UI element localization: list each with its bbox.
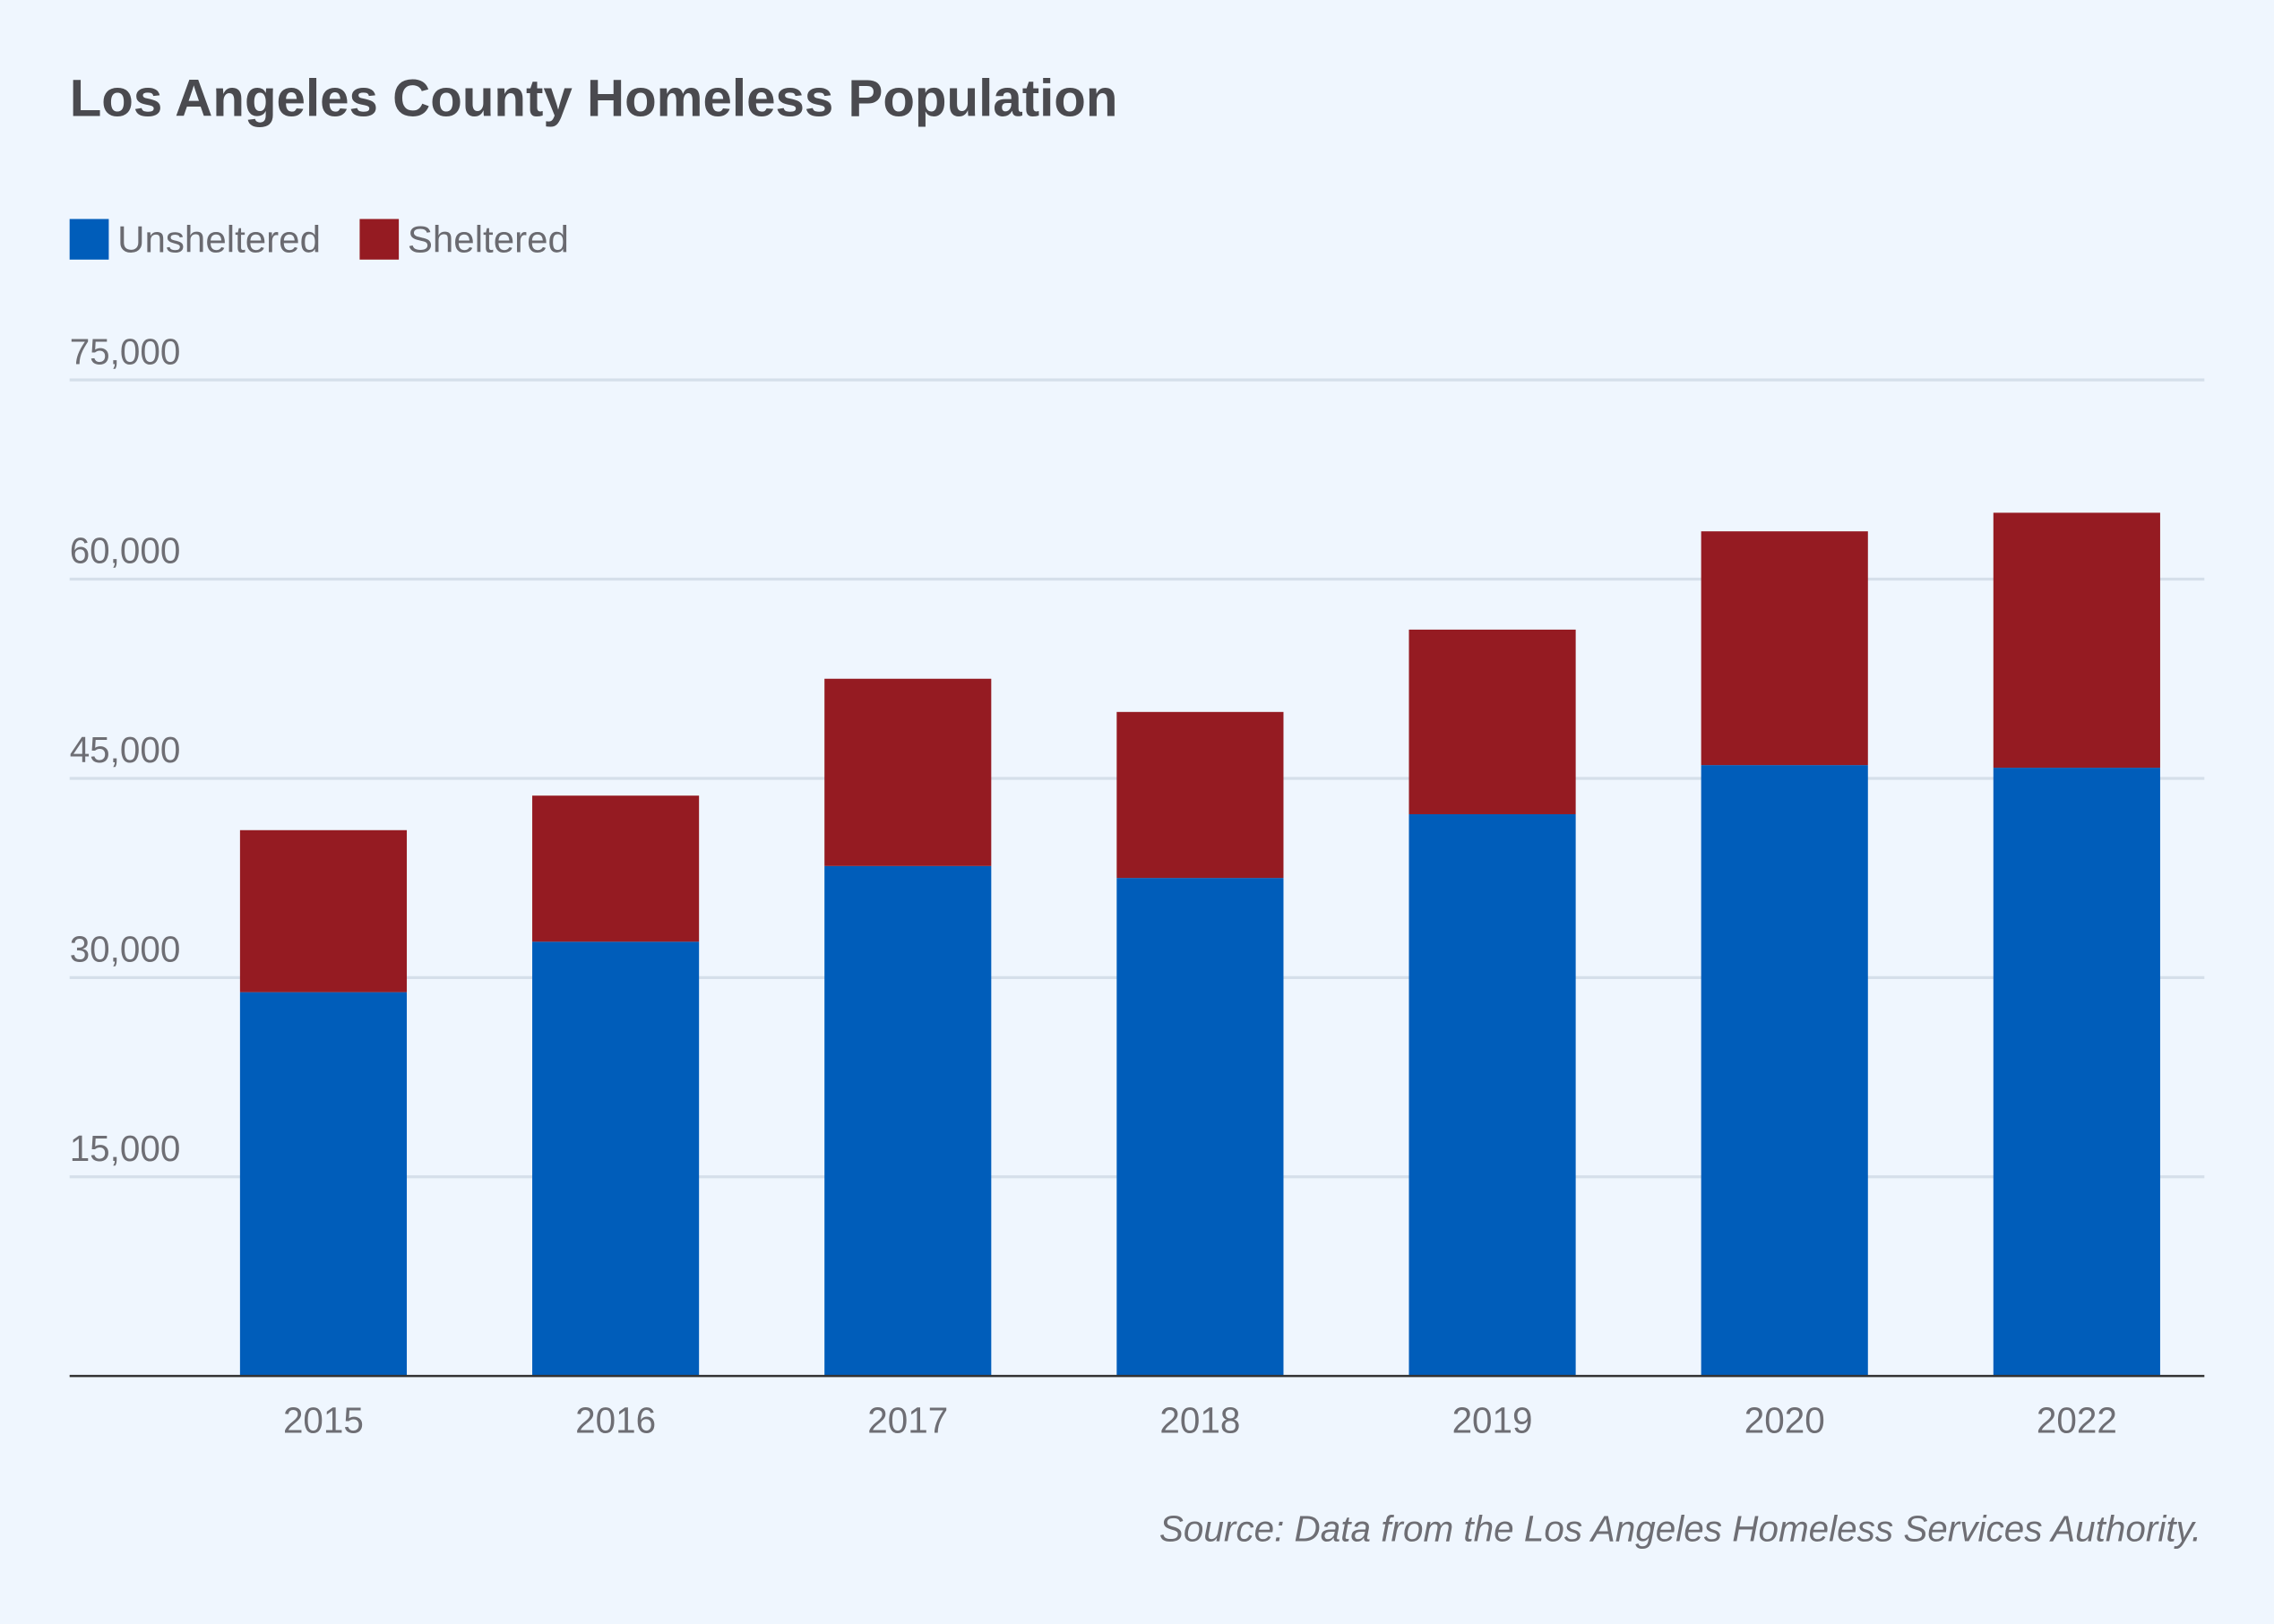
legend-swatch-sheltered <box>359 219 400 260</box>
x-tick-label: 2017 <box>867 1399 948 1440</box>
legend-label-unsheltered: Unsheltered <box>117 219 321 261</box>
x-tick-label: 2020 <box>1744 1399 1825 1440</box>
legend-swatch-unsheltered <box>69 219 109 260</box>
bar-sheltered-2018 <box>1116 711 1284 879</box>
bar-unsheltered-2018 <box>1116 878 1284 1377</box>
y-tick-label: 30,000 <box>70 929 181 970</box>
x-tick-label: 2016 <box>575 1399 656 1440</box>
bar-sheltered-2016 <box>532 795 700 942</box>
bar-unsheltered-2020 <box>1701 765 1868 1377</box>
bars <box>239 512 2160 1377</box>
chart-title: Los Angeles County Homeless Population <box>70 70 1118 128</box>
bar-sheltered-2017 <box>824 678 992 866</box>
bar-sheltered-2020 <box>1701 531 1868 766</box>
x-tick-label: 2018 <box>1159 1399 1240 1440</box>
bar-sheltered-2015 <box>239 829 408 992</box>
bar-unsheltered-2019 <box>1408 813 1576 1377</box>
bar-sheltered-2019 <box>1408 629 1576 814</box>
bar-unsheltered-2017 <box>824 865 992 1377</box>
x-tick-label: 2019 <box>1452 1399 1533 1440</box>
y-tick-label: 75,000 <box>70 331 181 372</box>
bar-unsheltered-2022 <box>1993 768 2160 1377</box>
bar-unsheltered-2016 <box>532 941 700 1377</box>
legend-label-sheltered: Sheltered <box>408 219 569 261</box>
x-tick-label: 2015 <box>283 1399 364 1440</box>
source-note: Source: Data from the Los Angeles Homele… <box>1159 1508 2201 1550</box>
bar-sheltered-2022 <box>1993 512 2160 769</box>
x-tick-label: 2022 <box>2037 1399 2117 1440</box>
legend: Unsheltered Sheltered <box>69 219 569 261</box>
x-axis-labels: 2015 2016 2017 2018 2019 2020 2022 <box>283 1399 2117 1440</box>
bar-unsheltered-2015 <box>239 992 408 1377</box>
y-tick-label: 45,000 <box>70 729 181 770</box>
y-tick-label: 15,000 <box>70 1128 181 1169</box>
y-axis-labels: 15,000 30,000 45,000 60,000 75,000 <box>70 331 181 1169</box>
y-tick-label: 60,000 <box>70 530 181 571</box>
